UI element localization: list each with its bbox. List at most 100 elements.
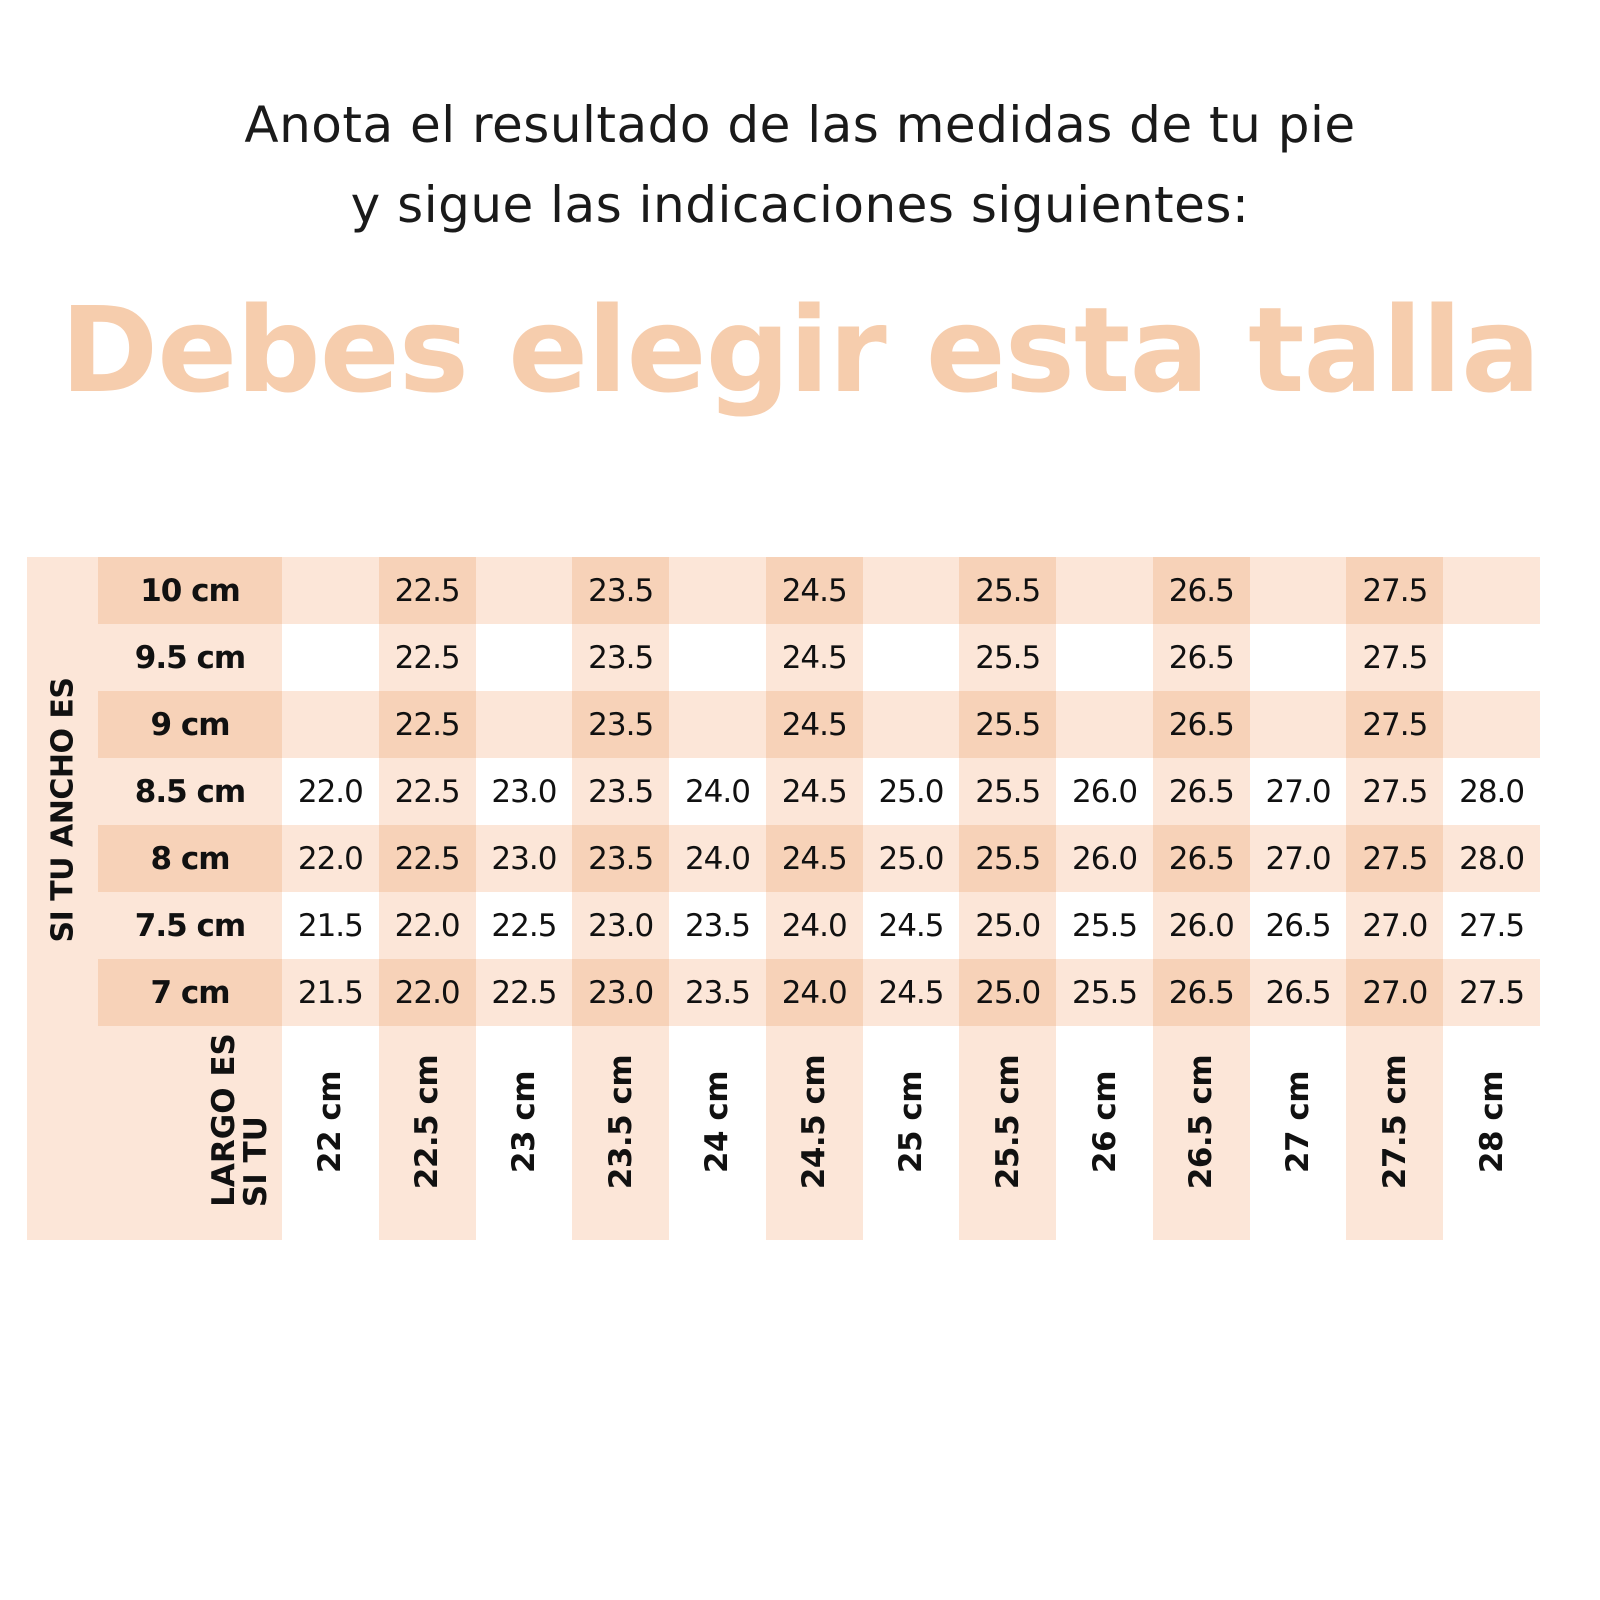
row-header-width: 7.5 cm [98,892,282,959]
size-cell: 22.5 [378,758,476,825]
size-cell: 27.5 [1346,758,1444,825]
size-cell: 23.5 [572,691,670,758]
size-cell: 27.0 [1249,825,1347,892]
size-cell: 26.5 [1152,825,1250,892]
size-cell: 22.0 [378,959,476,1026]
size-cell: 22.0 [282,758,379,825]
size-cell: 26.0 [1152,892,1250,959]
size-cell: 23.5 [572,557,670,624]
size-cell: 22.0 [282,825,379,892]
size-cell [1443,557,1540,624]
length-label: 25 cm [892,1071,929,1174]
instructions-line-1: Anota el resultado de las medidas de tu … [244,96,1356,154]
length-axis-header: LARGO ESSI TU [98,1026,282,1240]
width-axis-strip: SI TU ANCHO ES [27,557,98,1240]
size-cell: 27.0 [1249,758,1347,825]
size-cell: 25.0 [862,758,960,825]
size-cell: 23.0 [475,758,573,825]
size-cell: 24.5 [765,825,863,892]
length-label: 28 cm [1473,1071,1510,1174]
size-cell: 24.0 [765,892,863,959]
size-cell: 27.5 [1346,557,1444,624]
column-header-length: 25.5 cm [959,1026,1057,1240]
size-cell: 24.5 [765,691,863,758]
size-cell: 24.5 [862,892,960,959]
length-label: 23 cm [505,1071,542,1174]
size-cell: 28.0 [1443,758,1540,825]
size-cell: 22.5 [378,624,476,691]
column-header-length: 22 cm [282,1026,379,1240]
row-header-width: 8 cm [98,825,282,892]
size-cell: 22.5 [378,557,476,624]
size-cell [1443,624,1540,691]
size-cell: 27.5 [1346,624,1444,691]
length-label: 27.5 cm [1376,1055,1413,1190]
row-header-width: 8.5 cm [98,758,282,825]
size-cell: 23.5 [572,758,670,825]
size-cell: 22.5 [475,892,573,959]
page-title: Debes elegir esta talla [60,281,1540,419]
size-cell [475,557,573,624]
size-cell [1249,624,1347,691]
size-cell: 23.0 [572,959,670,1026]
size-cell: 25.5 [959,691,1057,758]
row-header-width: 9.5 cm [98,624,282,691]
size-cell: 27.5 [1443,892,1540,959]
size-cell: 26.5 [1152,624,1250,691]
length-axis-label: LARGO ESSI TU [206,1033,274,1211]
size-cell [475,691,573,758]
size-cell [669,624,766,691]
row-header-width: 9 cm [98,691,282,758]
size-cell: 24.0 [765,959,863,1026]
length-axis-label-line: LARGO ES [206,1033,242,1208]
size-cell: 22.5 [378,691,476,758]
length-label: 23.5 cm [602,1055,639,1190]
length-label: 25.5 cm [989,1055,1026,1190]
size-cell [669,691,766,758]
size-cell: 21.5 [282,892,379,959]
column-header-length: 26.5 cm [1152,1026,1250,1240]
size-cell: 26.0 [1056,825,1153,892]
size-cell [282,691,379,758]
size-cell [669,557,766,624]
size-cell: 26.5 [1152,758,1250,825]
size-cell: 27.0 [1346,959,1444,1026]
size-cell: 27.5 [1346,691,1444,758]
size-cell [1443,691,1540,758]
length-label: 26 cm [1086,1071,1123,1174]
size-cell: 25.5 [959,624,1057,691]
column-header-length: 28 cm [1443,1026,1540,1240]
column-header-length: 27 cm [1249,1026,1347,1240]
size-chart-table: SI TU ANCHO ES 10 cm 22.5 23.5 24.5 25.5 26.5… [27,557,1540,1240]
size-cell: 25.0 [959,892,1057,959]
size-cell: 23.5 [572,825,670,892]
size-cell: 26.5 [1249,959,1347,1026]
size-cell [1249,691,1347,758]
column-header-length: 23 cm [475,1026,573,1240]
size-cell: 23.0 [572,892,670,959]
size-cell [475,624,573,691]
size-cell [862,557,960,624]
size-cell: 25.5 [959,557,1057,624]
size-cell: 24.5 [765,758,863,825]
size-cell: 26.0 [1056,758,1153,825]
size-cell [282,557,379,624]
row-header-width: 7 cm [98,959,282,1026]
instructions-line-2: y sigue las indicaciones siguientes: [350,176,1250,234]
size-cell: 23.5 [669,892,766,959]
column-header-length: 22.5 cm [378,1026,476,1240]
size-cell [282,624,379,691]
size-cell: 26.5 [1249,892,1347,959]
size-cell: 24.5 [765,557,863,624]
size-cell: 27.0 [1346,892,1444,959]
width-axis-label: SI TU ANCHO ES [45,677,80,943]
size-cell: 25.5 [959,758,1057,825]
length-label: 24 cm [699,1071,736,1174]
size-cell [1056,624,1153,691]
size-cell [862,624,960,691]
size-cell [1056,691,1153,758]
length-label: 24.5 cm [796,1055,833,1190]
size-cell: 25.5 [1056,959,1153,1026]
size-cell: 26.5 [1152,691,1250,758]
column-header-length: 23.5 cm [572,1026,670,1240]
